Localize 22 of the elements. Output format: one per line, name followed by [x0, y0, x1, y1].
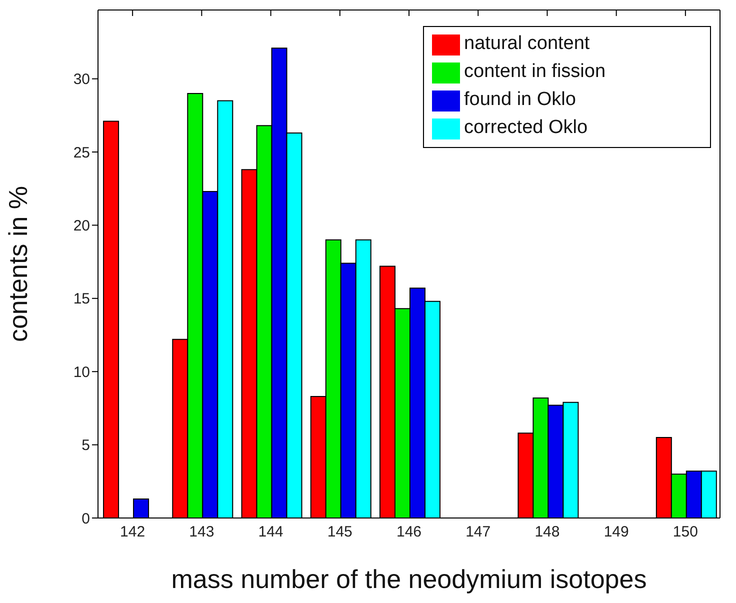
y-tick-label: 0	[82, 510, 90, 528]
y-tick-label: 20	[73, 218, 90, 235]
y-tick-label: 25	[73, 144, 90, 162]
legend-label: corrected Oklo	[464, 117, 588, 138]
x-tick-label: 147	[466, 524, 491, 541]
x-tick-label: 145	[327, 524, 352, 541]
x-tick-label: 144	[258, 524, 284, 541]
legend-label: found in Oklo	[464, 89, 576, 110]
x-tick-label: 148	[534, 524, 560, 541]
x-axis-title: mass number of the neodymium isotopes	[171, 564, 647, 594]
x-tick-label: 143	[189, 524, 214, 541]
legend-label: content in fission	[464, 61, 606, 82]
legend-label: natural content	[464, 33, 590, 54]
x-tick-label: 142	[120, 524, 146, 541]
x-tick-label: 146	[396, 524, 422, 541]
y-tick-label: 10	[73, 364, 90, 381]
y-axis-title: contents in %	[3, 186, 34, 342]
x-tick-label: 149	[604, 524, 629, 541]
x-tick-label: 150	[672, 524, 698, 541]
y-tick-label: 5	[82, 437, 90, 454]
y-tick-label: 15	[73, 290, 90, 308]
y-tick-label: 30	[73, 71, 90, 88]
